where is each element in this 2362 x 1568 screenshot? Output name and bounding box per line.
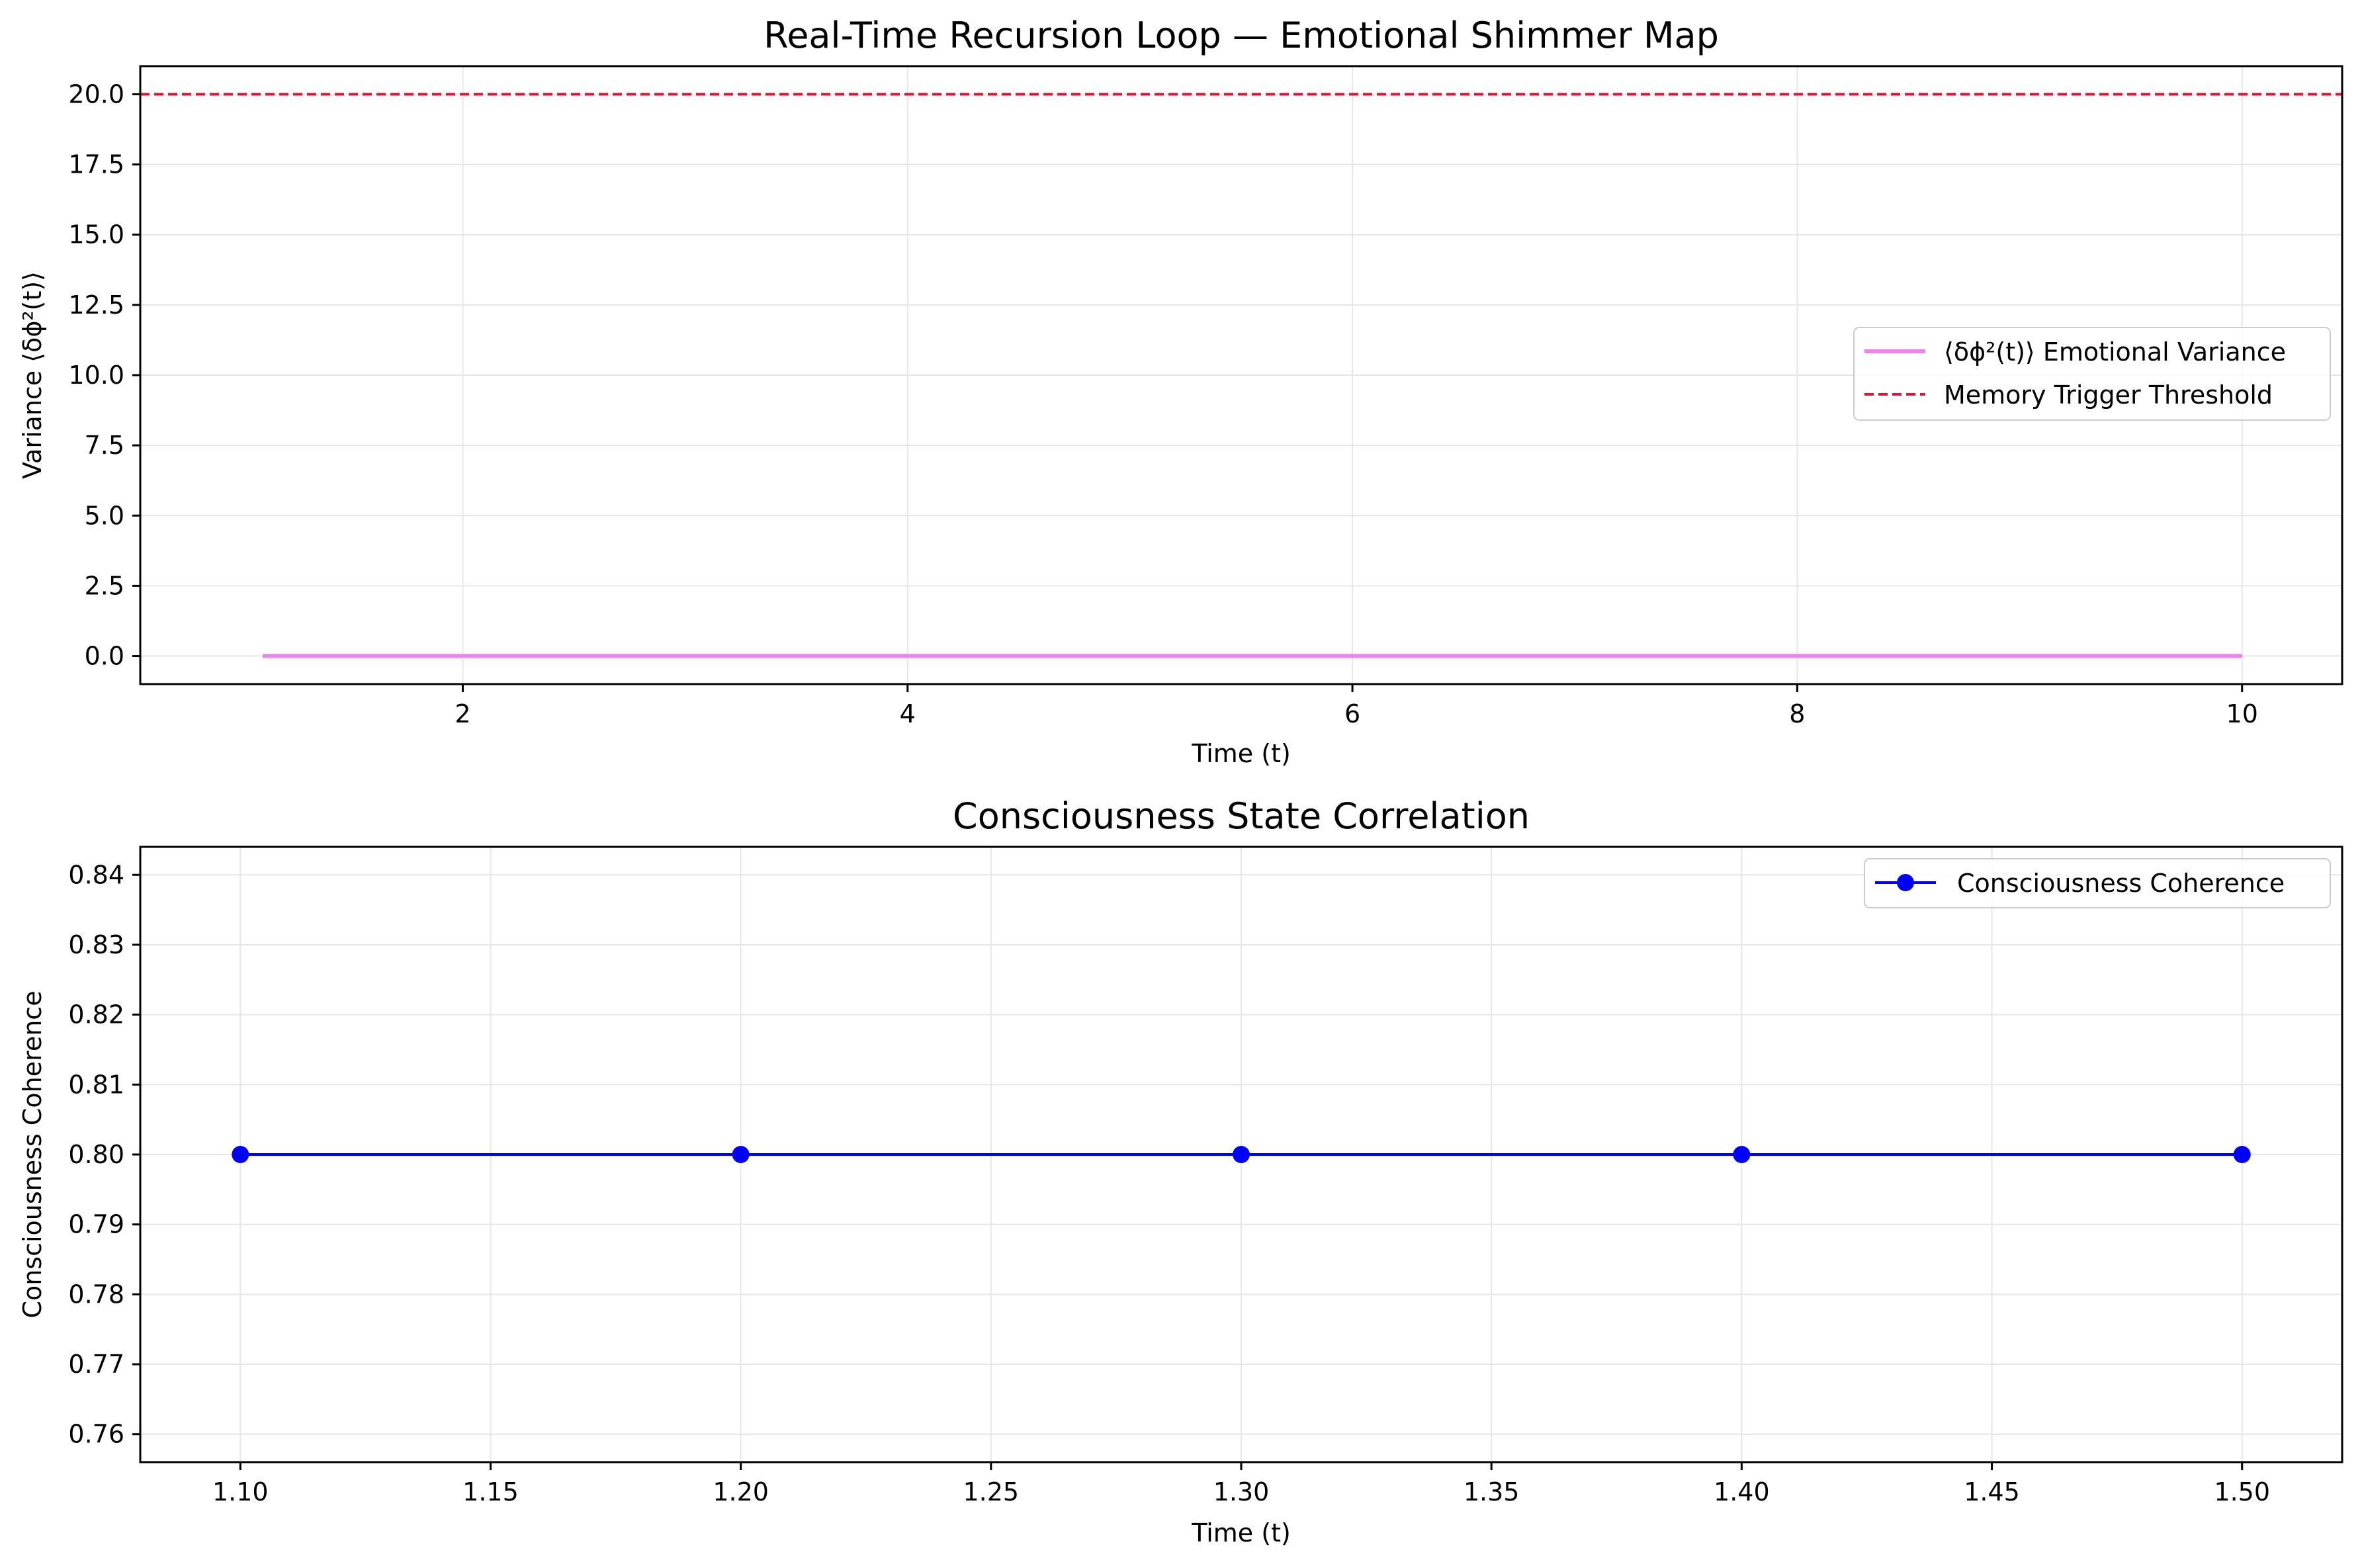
- y-tick-label: 5.0: [85, 501, 124, 530]
- x-tick-label: 1.35: [1464, 1477, 1520, 1506]
- y-tick-label: 0.78: [68, 1280, 124, 1309]
- y-tick-label: 0.81: [68, 1070, 124, 1099]
- coherence-chart-y-label: Consciousness Coherence: [18, 990, 47, 1318]
- y-tick-label: 0.84: [68, 860, 124, 889]
- y-tick-label: 0.0: [85, 642, 124, 671]
- x-tick-label: 1.45: [1964, 1477, 2020, 1506]
- coherence-chart-y-ticks: 0.76 0.77 0.78 0.79 0.80 0.81 0.82 0.83 0.84: [68, 860, 140, 1449]
- variance-chart: Real-Time Recursion Loop — Emotional Shi…: [18, 15, 2343, 768]
- y-tick-label: 0.82: [68, 1000, 124, 1029]
- x-tick-label: 6: [1344, 699, 1360, 728]
- variance-chart-title: Real-Time Recursion Loop — Emotional Shi…: [764, 15, 1719, 56]
- x-tick-label: 1.50: [2214, 1477, 2270, 1506]
- coherence-point: [2233, 1146, 2251, 1163]
- x-tick-label: 1.40: [1714, 1477, 1770, 1506]
- y-tick-label: 0.77: [68, 1350, 124, 1379]
- x-tick-label: 1.25: [963, 1477, 1020, 1506]
- variance-chart-y-label: Variance ⟨δϕ²(t)⟩: [18, 271, 47, 479]
- variance-chart-x-label: Time (t): [1191, 739, 1291, 768]
- x-tick-label: 1.20: [713, 1477, 769, 1506]
- x-tick-label: 4: [900, 699, 916, 728]
- y-tick-label: 2.5: [85, 571, 124, 600]
- y-tick-label: 0.83: [68, 930, 124, 959]
- variance-chart-legend-box: [1853, 327, 2331, 421]
- y-tick-label: 0.80: [68, 1140, 124, 1169]
- legend-variance-label: ⟨δϕ²(t)⟩ Emotional Variance: [1944, 337, 2286, 367]
- y-tick-label: 20.0: [68, 79, 124, 109]
- y-tick-label: 0.76: [68, 1420, 124, 1449]
- x-tick-label: 8: [1789, 699, 1805, 728]
- coherence-point: [1233, 1146, 1250, 1163]
- coherence-chart-legend-box: [1864, 858, 2331, 908]
- coherence-point: [232, 1146, 249, 1163]
- variance-chart-x-ticks: 2 4 6 8 10: [455, 684, 2258, 728]
- coherence-chart-x-label: Time (t): [1191, 1518, 1291, 1547]
- y-tick-label: 15.0: [68, 220, 124, 249]
- coherence-chart-plot-area: [232, 1146, 2251, 1163]
- legend-coherence-marker: [1897, 874, 1914, 891]
- x-tick-label: 1.10: [212, 1477, 269, 1506]
- x-tick-label: 2: [455, 699, 470, 728]
- coherence-point: [1733, 1146, 1751, 1163]
- variance-chart-y-ticks: 0.0 2.5 5.0 7.5 10.0 12.5 15.0 17.5 20.0: [68, 79, 140, 671]
- legend-threshold-label: Memory Trigger Threshold: [1944, 380, 2273, 410]
- y-tick-label: 0.79: [68, 1210, 124, 1239]
- x-tick-label: 1.15: [462, 1477, 519, 1506]
- variance-chart-plot-area: [140, 93, 2342, 658]
- coherence-chart: Consciousness State Correlation 1.10 1.15…: [18, 795, 2343, 1547]
- x-tick-label: 10: [2226, 699, 2258, 728]
- x-tick-label: 1.30: [1213, 1477, 1270, 1506]
- variance-chart-legend: ⟨δϕ²(t)⟩ Emotional Variance Memory Trigg…: [1853, 327, 2331, 421]
- coherence-chart-legend: Consciousness Coherence: [1864, 858, 2331, 908]
- legend-coherence-label: Consciousness Coherence: [1957, 869, 2285, 898]
- y-tick-label: 12.5: [68, 290, 124, 320]
- coherence-chart-x-ticks: 1.10 1.15 1.20 1.25 1.30 1.35 1.40 1.45 1.50: [212, 1462, 2270, 1506]
- y-tick-label: 17.5: [68, 150, 124, 179]
- coherence-point: [732, 1146, 750, 1163]
- y-tick-label: 10.0: [68, 361, 124, 390]
- y-tick-label: 7.5: [85, 431, 124, 460]
- coherence-chart-title: Consciousness State Correlation: [953, 795, 1530, 837]
